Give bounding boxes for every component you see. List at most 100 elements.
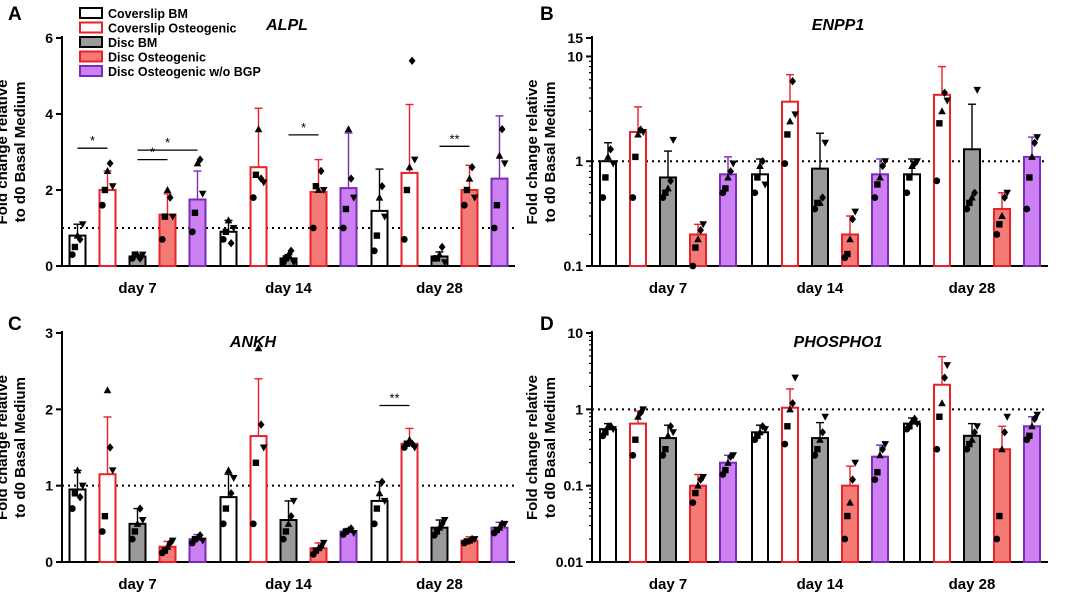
bar	[249, 435, 268, 563]
data-point	[166, 193, 174, 202]
data-point	[252, 459, 260, 466]
data-point	[161, 547, 169, 554]
data-point	[463, 186, 471, 194]
panel-letter-d: D	[540, 314, 554, 335]
bar	[751, 431, 769, 563]
data-point	[68, 251, 76, 258]
data-point	[259, 179, 268, 187]
data-point	[998, 212, 1006, 220]
bar	[871, 173, 889, 268]
data-point	[259, 444, 268, 452]
data-point	[876, 451, 884, 459]
data-point	[500, 160, 509, 168]
data-point	[136, 254, 144, 263]
data-point	[722, 185, 729, 192]
data-point	[903, 189, 911, 197]
y-tick-label: 0	[45, 554, 53, 570]
data-point	[380, 497, 389, 505]
data-point	[196, 531, 204, 540]
data-point	[1033, 411, 1041, 419]
data-point	[342, 205, 350, 213]
data-point	[317, 542, 325, 551]
data-point	[108, 467, 117, 475]
data-point	[724, 173, 732, 181]
data-point	[609, 160, 617, 168]
y-tick-label: 6	[45, 30, 53, 46]
data-point	[659, 451, 667, 459]
data-point	[941, 88, 948, 97]
data-point	[460, 201, 468, 209]
data-point	[1026, 174, 1033, 181]
panel-c: ANKH Fold change relativeto d0 Basal Medi…	[0, 325, 515, 593]
data-point	[138, 517, 147, 525]
data-point	[370, 520, 378, 528]
data-point	[78, 482, 87, 490]
data-point	[871, 194, 879, 201]
data-point	[198, 537, 207, 545]
x-tick-label: day 7	[649, 576, 687, 593]
data-point	[669, 429, 677, 437]
data-point	[871, 476, 879, 484]
data-point	[761, 181, 769, 189]
data-point	[380, 213, 389, 221]
data-point	[963, 445, 971, 453]
data-point	[993, 535, 1001, 543]
x-tick-label: day 7	[118, 280, 156, 297]
data-point	[282, 528, 290, 535]
data-point	[816, 198, 824, 206]
data-point	[814, 199, 821, 207]
y-tick-label: 0.01	[556, 554, 583, 570]
data-point	[692, 489, 699, 497]
data-point	[933, 445, 941, 453]
data-point	[632, 436, 639, 443]
data-point	[786, 405, 794, 413]
x-tick-label: day 14	[265, 576, 312, 593]
y-tick-label: 15	[567, 30, 583, 46]
legend-label: Disc Osteogenic w/o BGP	[108, 65, 261, 79]
data-point	[249, 194, 257, 202]
data-point	[500, 520, 509, 528]
y-tick-label: 1	[575, 153, 583, 169]
data-point	[996, 512, 1003, 520]
panel-b: ENPP1 Fold change relativeto d0 Basal Med…	[524, 17, 1048, 297]
bar	[689, 484, 707, 563]
data-point	[727, 167, 734, 176]
chart-panels: ALPL Fold change relativeto d0 Basal Medi…	[0, 17, 1048, 593]
data-point	[913, 158, 921, 166]
y-tick-label: 3	[45, 325, 53, 341]
significance-label: *	[150, 145, 155, 160]
data-point	[168, 537, 177, 545]
data-point	[697, 225, 704, 235]
data-point	[881, 158, 889, 166]
data-point	[498, 125, 506, 134]
data-point	[1001, 428, 1008, 437]
data-point	[694, 481, 702, 489]
data-point	[699, 473, 707, 481]
data-point	[879, 161, 886, 171]
data-point	[943, 97, 951, 105]
data-point	[664, 184, 672, 192]
data-point	[811, 451, 819, 459]
data-point	[289, 497, 298, 505]
bar	[490, 177, 509, 268]
data-point	[440, 517, 449, 525]
data-point	[166, 538, 174, 548]
data-point	[634, 412, 642, 420]
data-point	[729, 452, 737, 460]
x-tick-label: day 28	[949, 576, 996, 593]
data-point	[789, 77, 796, 86]
data-point	[908, 162, 916, 170]
data-point	[841, 535, 849, 543]
panel-title: ANKH	[229, 334, 277, 351]
data-point	[289, 259, 298, 267]
data-point	[495, 523, 504, 531]
data-point	[1031, 138, 1038, 147]
y-axis-label: Fold change relativeto d0 Basal Medium	[0, 79, 29, 224]
data-point	[378, 477, 386, 487]
data-point	[161, 213, 169, 220]
data-point	[936, 120, 943, 127]
data-point	[629, 451, 637, 459]
data-point	[191, 209, 199, 216]
data-point	[78, 221, 87, 229]
data-point	[664, 431, 672, 439]
